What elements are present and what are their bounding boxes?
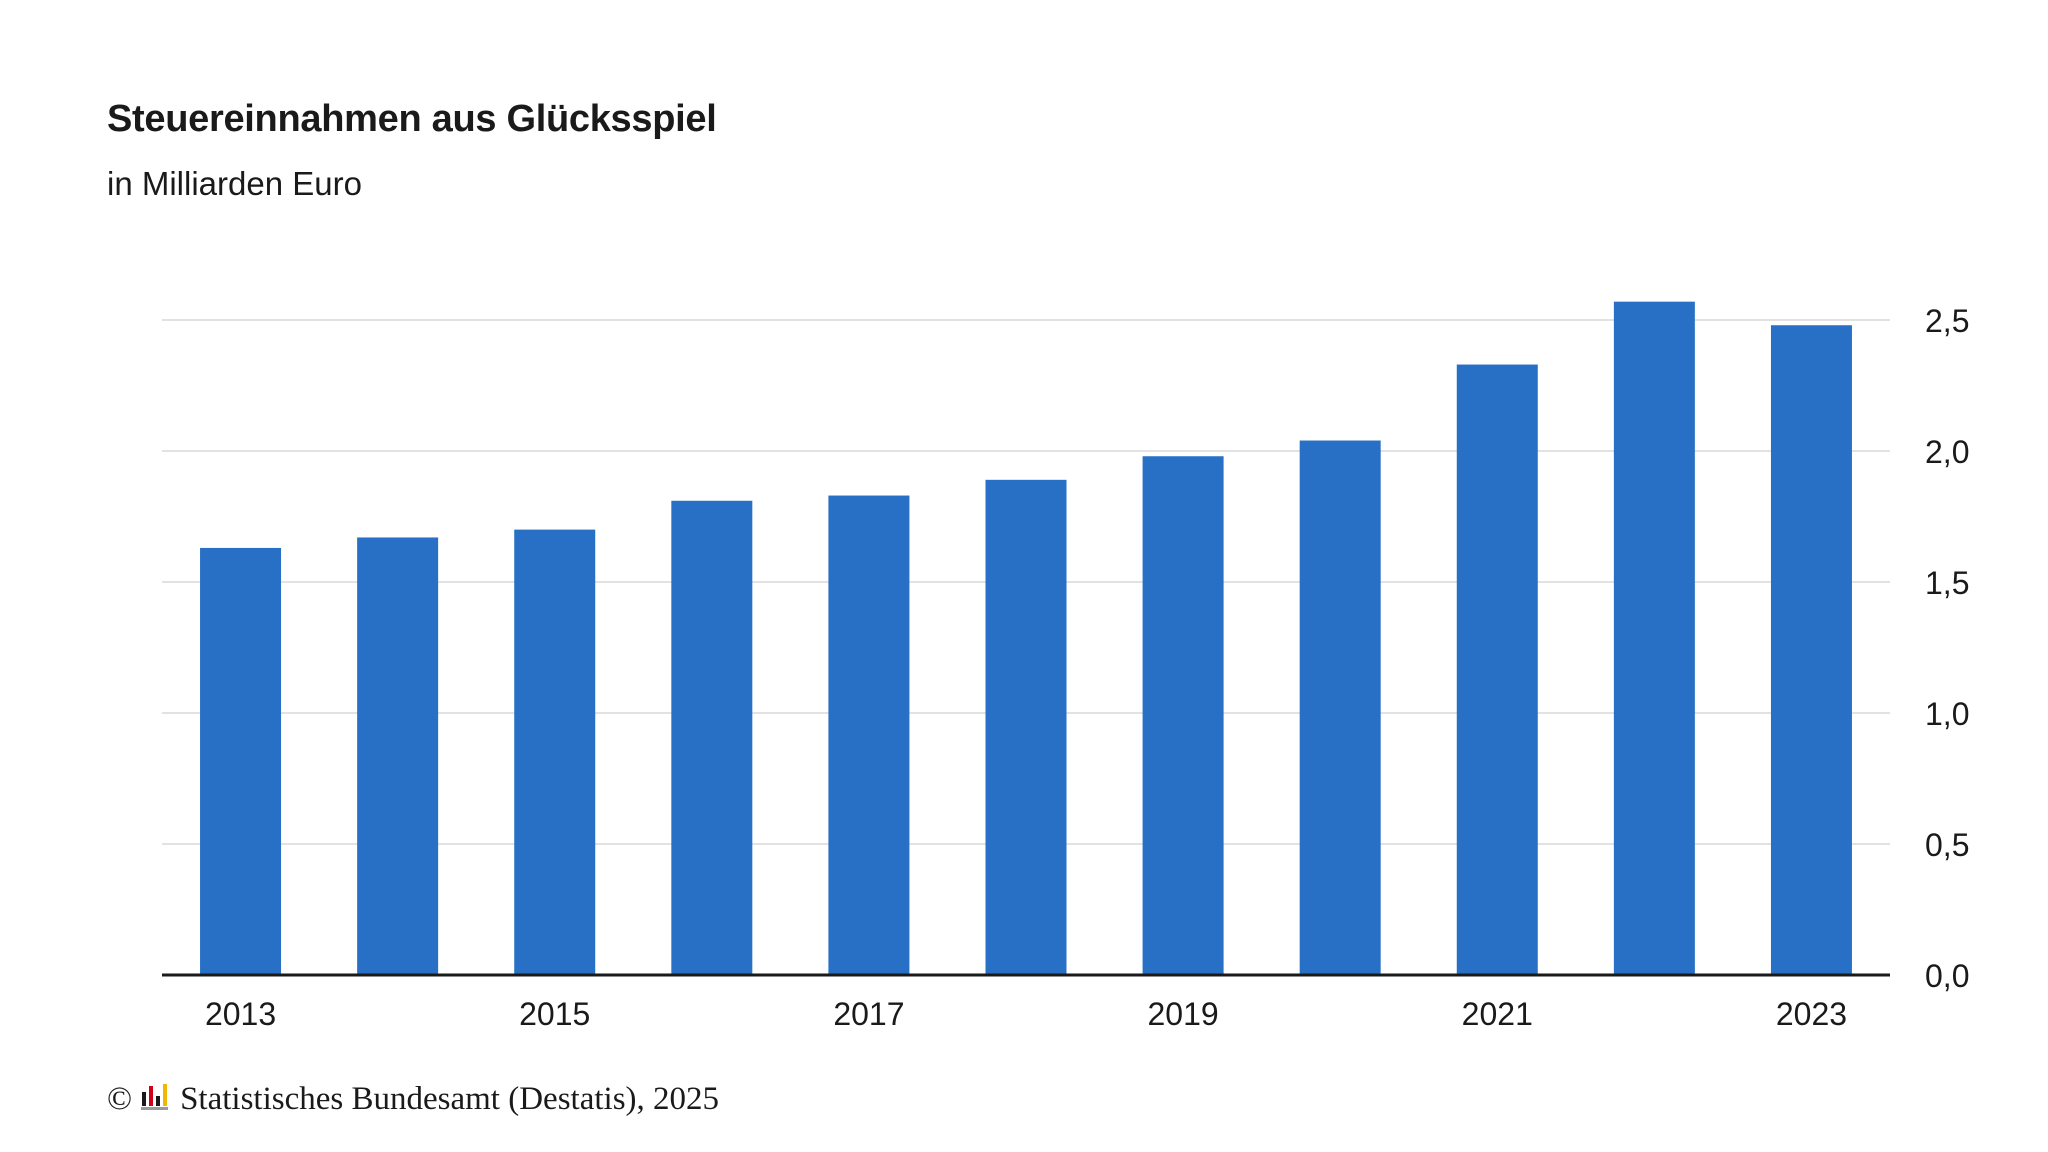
- x-tick-label: 2013: [205, 996, 276, 1032]
- y-tick-label: 2,0: [1925, 434, 1969, 470]
- x-tick-label: 2019: [1147, 996, 1218, 1032]
- destatis-logo-icon: [140, 1082, 170, 1121]
- y-tick-label: 1,0: [1925, 696, 1969, 732]
- bar-2022: [1613, 301, 1695, 975]
- x-tick-label: 2015: [519, 996, 590, 1032]
- x-tick-label: 2021: [1462, 996, 1533, 1032]
- bar-2016: [671, 500, 753, 975]
- bar-2018: [985, 479, 1067, 975]
- bar-2023: [1770, 325, 1852, 975]
- y-tick-label: 1,5: [1925, 565, 1969, 601]
- bar-2021: [1456, 364, 1538, 975]
- bar-2014: [357, 537, 439, 975]
- bar-2015: [514, 529, 596, 975]
- source-text: Statistisches Bundesamt (Destatis), 2025: [180, 1081, 720, 1117]
- x-tick-label: 2023: [1776, 996, 1847, 1032]
- x-tick-label: 2017: [833, 996, 904, 1032]
- bar-2019: [1142, 456, 1224, 975]
- y-tick-label: 0,5: [1925, 827, 1969, 863]
- chart-title: Steuereinnahmen aus Glücksspiel: [107, 98, 717, 140]
- bar-2017: [828, 495, 910, 975]
- bar-2013: [200, 547, 282, 975]
- y-tick-label: 0,0: [1925, 958, 1969, 994]
- copyright-symbol: ©: [107, 1081, 133, 1117]
- y-tick-label: 2,5: [1925, 303, 1969, 339]
- axes: 0,0 0,5 1,0 1,5 2,0 2,5 2013 2015 2017 2019 2021 20…: [162, 303, 1969, 1032]
- source-footer: © Statistisches Bundesamt (Destatis), 20…: [107, 1080, 719, 1119]
- chart-subtitle: in Milliarden Euro: [107, 165, 362, 202]
- bar-2020: [1299, 440, 1381, 975]
- bars: [200, 301, 1852, 975]
